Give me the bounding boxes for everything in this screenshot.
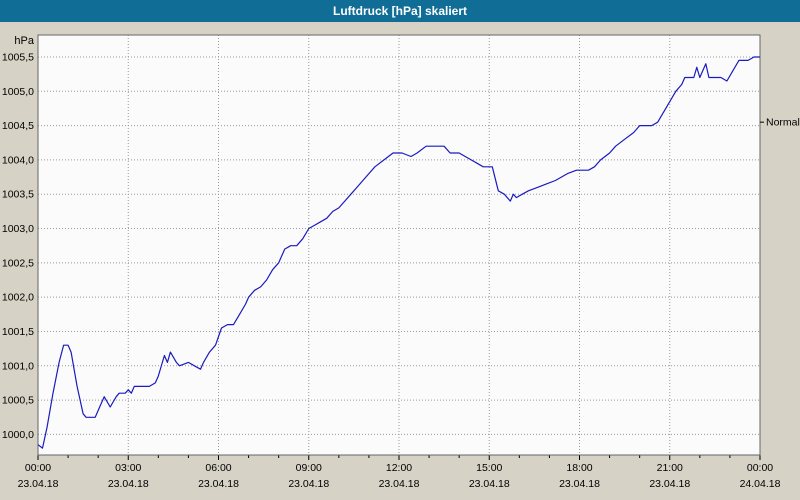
y-tick-label: 1000,5 (2, 395, 34, 407)
x-tick-date-label: 23.04.18 (379, 478, 420, 490)
x-tick-date-label: 23.04.18 (108, 478, 149, 490)
x-tick-date-label: 24.04.18 (740, 478, 781, 490)
y-axis-unit-label: hPa (14, 35, 34, 47)
window-title: Luftdruck [hPa] skaliert (332, 4, 468, 18)
y-tick-label: 1001,0 (2, 360, 34, 372)
y-tick-label: 1005,0 (2, 86, 34, 98)
normal-marker-label: Normal (766, 117, 800, 129)
x-tick-time-label: 21:00 (657, 462, 683, 474)
y-tick-label: 1004,0 (2, 154, 34, 166)
x-tick-time-label: 18:00 (566, 462, 592, 474)
pressure-line (37, 56, 760, 449)
y-tick-label: 1001,5 (2, 326, 34, 338)
x-tick-date-label: 23.04.18 (288, 478, 329, 490)
x-tick-date-label: 23.04.18 (559, 478, 600, 490)
x-tick-time-label: 00:00 (747, 462, 773, 474)
x-tick-time-label: 03:00 (115, 462, 141, 474)
title-bar: Luftdruck [hPa] skaliert (0, 0, 800, 22)
chart-container: 1000,0 1000,5 1001,0 1001,5 1002,0 1002,5 1003… (0, 22, 800, 500)
plot-border (37, 34, 761, 456)
y-tick-label: 1002,0 (2, 292, 34, 304)
y-tick-label: 1000,0 (2, 429, 34, 441)
x-tick-date-label: 23.04.18 (469, 478, 510, 490)
x-tick-time-label: 12:00 (386, 462, 412, 474)
y-tick-label: 1003,0 (2, 223, 34, 235)
x-tick-time-label: 15:00 (476, 462, 502, 474)
pressure-chart: 1000,0 1000,5 1001,0 1001,5 1002,0 1002,5 1003… (2, 34, 800, 490)
y-tick-label: 1005,5 (2, 51, 34, 63)
x-tick-time-label: 00:00 (25, 462, 51, 474)
y-tick-label: 1004,5 (2, 120, 34, 132)
x-tick-time-label: 09:00 (296, 462, 322, 474)
y-tick-label: 1002,5 (2, 257, 34, 269)
x-tick-date-label: 23.04.18 (649, 478, 690, 490)
x-tick-date-label: 23.04.18 (198, 478, 239, 490)
x-tick-date-label: 23.04.18 (18, 478, 59, 490)
y-tick-label: 1003,5 (2, 189, 34, 201)
x-tick-time-label: 06:00 (205, 462, 231, 474)
